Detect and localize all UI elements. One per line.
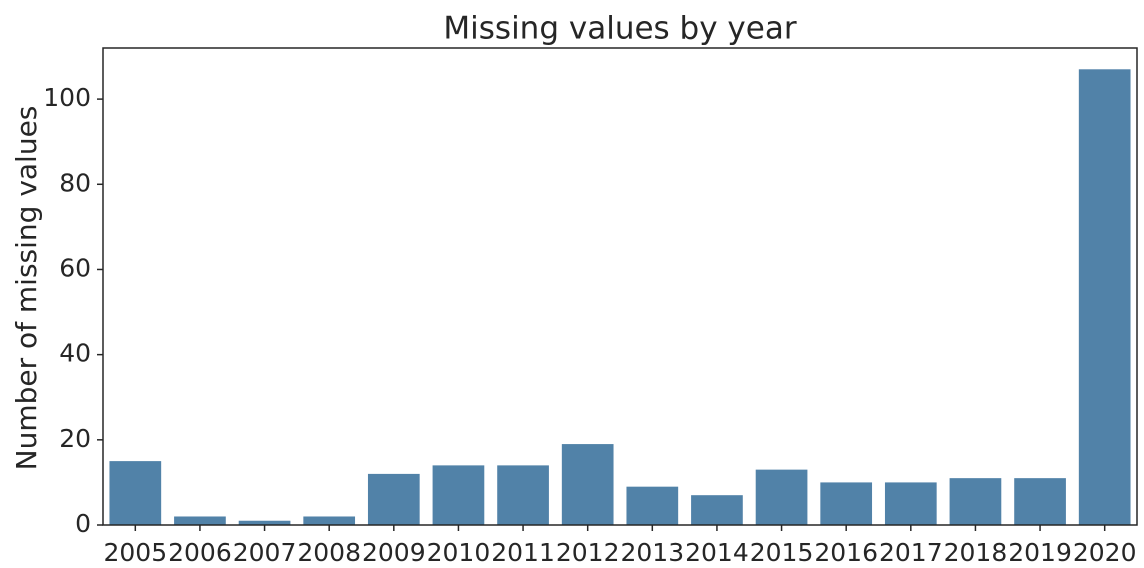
x-tick-label-2014: 2014: [685, 538, 749, 567]
bar-2010: [432, 465, 485, 525]
x-tick-label-2016: 2016: [814, 538, 878, 567]
bar-2018: [949, 478, 1002, 525]
x-tick-label-2020: 2020: [1073, 538, 1137, 567]
x-tick-label-2006: 2006: [168, 538, 232, 567]
y-tick-label-0: 0: [75, 509, 91, 538]
bar-2015: [755, 469, 808, 525]
y-tick-label-80: 80: [59, 168, 91, 197]
y-axis-label: Number of missing values: [10, 106, 43, 471]
y-axis: 0 20 40 60 80 100: [43, 83, 103, 538]
y-tick-label-20: 20: [59, 424, 91, 453]
x-axis: 2005 2006 2007 2008 2009 2010 2011 2012 2013 2014…: [104, 525, 1137, 567]
bar-2017: [884, 482, 937, 525]
x-tick-label-2012: 2012: [556, 538, 620, 567]
bar-2013: [626, 486, 679, 525]
bar-2016: [820, 482, 873, 525]
y-tick-label-40: 40: [59, 339, 91, 368]
plot-frame: [102, 47, 1138, 526]
bar-2011: [497, 465, 549, 525]
x-tick-label-2009: 2009: [362, 538, 426, 567]
bar-2006: [174, 516, 226, 525]
x-tick-label-2010: 2010: [427, 538, 491, 567]
y-tick-label-100: 100: [43, 83, 91, 112]
x-tick-label-2019: 2019: [1008, 538, 1072, 567]
bar-2007: [238, 520, 291, 525]
bar-2020: [1078, 69, 1131, 525]
x-tick-label-2017: 2017: [879, 538, 943, 567]
y-tick-label-60: 60: [59, 253, 91, 282]
x-tick-label-2015: 2015: [750, 538, 814, 567]
x-tick-label-2011: 2011: [491, 538, 555, 567]
x-tick-label-2013: 2013: [621, 538, 685, 567]
x-tick-label-2007: 2007: [233, 538, 297, 567]
bar-2012: [561, 444, 614, 525]
x-tick-label-2005: 2005: [104, 538, 168, 567]
x-tick-label-2018: 2018: [944, 538, 1008, 567]
bar-2008: [303, 516, 356, 525]
bar-2005: [109, 461, 162, 525]
chart-title: Missing values by year: [443, 11, 796, 47]
bar-2014: [691, 495, 743, 525]
bar-2009: [367, 473, 420, 525]
x-tick-label-2008: 2008: [297, 538, 361, 567]
bar-2019: [1014, 478, 1066, 525]
bars-group: [109, 69, 1131, 525]
